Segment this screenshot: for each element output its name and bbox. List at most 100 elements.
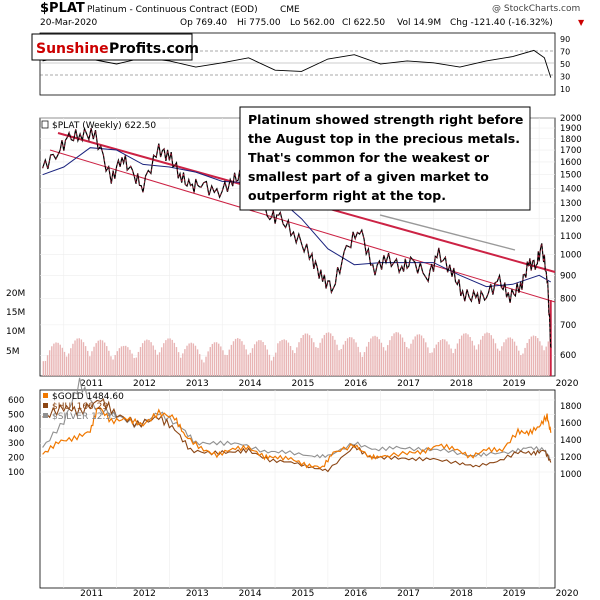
price-x-label: 2020 — [556, 379, 579, 389]
open-value: Op 769.40 — [180, 18, 227, 28]
comparison-x-label: 2019 — [503, 589, 526, 599]
volume-bar — [239, 338, 241, 376]
volume-bar — [515, 345, 518, 376]
volume-bar — [59, 344, 61, 376]
volume-bar — [361, 356, 364, 376]
volume-bar — [211, 343, 214, 376]
volume-bar — [287, 342, 290, 376]
credit-text[interactable]: @ StockCharts.com — [492, 4, 580, 14]
volume-bar — [349, 337, 351, 376]
volume-bar — [245, 349, 247, 376]
volume-bar — [308, 335, 311, 376]
comparison-right-tick: 1800 — [560, 402, 582, 412]
volume-bar — [340, 349, 342, 376]
volume-axis-label: 15M — [6, 308, 25, 318]
volume-bar — [190, 342, 192, 376]
volume-bar — [370, 338, 372, 376]
price-x-label: 2019 — [503, 379, 526, 389]
hui-legend-swatch — [43, 403, 48, 408]
price-tick-label: 1100 — [560, 232, 582, 242]
volume-bar — [99, 339, 102, 376]
volume-bar — [131, 353, 133, 376]
price-tick-label: 1200 — [560, 215, 582, 225]
volume-bar — [224, 354, 226, 376]
price-panel-title: $PLAT (Weekly) 622.50 — [52, 121, 156, 131]
volume-bar — [80, 339, 83, 376]
volume-bar — [116, 351, 118, 376]
volume-bar — [95, 343, 97, 376]
volume-bar — [234, 338, 237, 376]
volume-bar — [171, 339, 173, 376]
legend-marker-icon — [41, 120, 49, 129]
price-tick-label: 2000 — [560, 114, 582, 124]
volume-bar — [439, 340, 442, 376]
volume-bar — [160, 347, 163, 376]
volume-bar — [127, 347, 129, 376]
volume-axis-label: 10M — [6, 327, 25, 337]
symbol: $PLAT — [40, 1, 85, 16]
volume-bar — [154, 349, 157, 376]
volume-bar — [247, 354, 249, 376]
annotation-line-2: the August top in the precious metals. — [248, 131, 520, 146]
volume-value: Vol 14.9M — [397, 18, 441, 28]
annotation-box: Platinum showed strength right before th… — [239, 106, 531, 211]
volume-bar — [427, 347, 429, 376]
volume-bar — [198, 354, 201, 376]
volume-bar — [503, 342, 505, 376]
comparison-right-tick: 1200 — [560, 453, 582, 463]
price-tick-label: 1700 — [560, 146, 582, 156]
volume-bar — [319, 342, 321, 376]
volume-bar — [338, 350, 340, 376]
comparison-right-tick: 1000 — [560, 470, 582, 480]
price-x-label: 2017 — [397, 379, 420, 389]
volume-bar — [291, 350, 294, 376]
comparison-gridlines — [40, 390, 555, 588]
volume-bar — [391, 336, 393, 376]
volume-bar — [230, 344, 233, 376]
volume-bar — [511, 338, 514, 376]
volume-bar — [139, 347, 142, 376]
volume-bar — [184, 349, 186, 376]
price-x-label: 2016 — [344, 379, 367, 389]
trendline-gray — [379, 214, 516, 251]
volume-bar — [395, 332, 397, 376]
volume-bar — [490, 335, 492, 376]
volume-bar — [363, 352, 366, 376]
comparison-x-label: 2011 — [80, 589, 103, 599]
volume-bar — [494, 343, 497, 376]
logo-part-profits: Profits.com — [109, 41, 199, 57]
volume-bar — [425, 342, 427, 376]
volume-bar — [408, 348, 410, 376]
volume-bar — [403, 341, 406, 376]
volume-bar — [203, 362, 205, 376]
volume-bar — [44, 360, 47, 376]
volume-bar — [448, 344, 450, 376]
price-tick-label: 1800 — [560, 135, 582, 145]
volume-bar — [120, 346, 123, 376]
chart-date: 20-Mar-2020 — [40, 18, 98, 28]
volume-bar — [346, 338, 349, 376]
volume-bar — [526, 342, 528, 376]
volume-bar — [547, 341, 550, 376]
volume-bar — [165, 340, 167, 376]
volume-bar — [218, 343, 220, 376]
annotation-line-4: smallest part of a given market to — [248, 169, 489, 184]
volume-bar — [541, 345, 543, 376]
rsi-tick-label: 90 — [560, 35, 570, 44]
volume-bar — [260, 340, 262, 376]
volume-bar — [420, 335, 423, 376]
volume-bar — [524, 347, 526, 376]
volume-bar — [129, 349, 131, 376]
volume-bar — [213, 342, 216, 376]
price-tick-label: 1300 — [560, 199, 582, 209]
volume-bar — [435, 344, 438, 376]
silver-legend-swatch — [43, 413, 48, 418]
volume-bar — [310, 338, 313, 376]
volume-bar — [479, 339, 482, 376]
volume-bar — [401, 337, 404, 376]
volume-bar — [505, 339, 507, 376]
volume-bar — [389, 340, 391, 376]
volume-bar — [277, 343, 279, 376]
volume-bar — [125, 345, 127, 376]
